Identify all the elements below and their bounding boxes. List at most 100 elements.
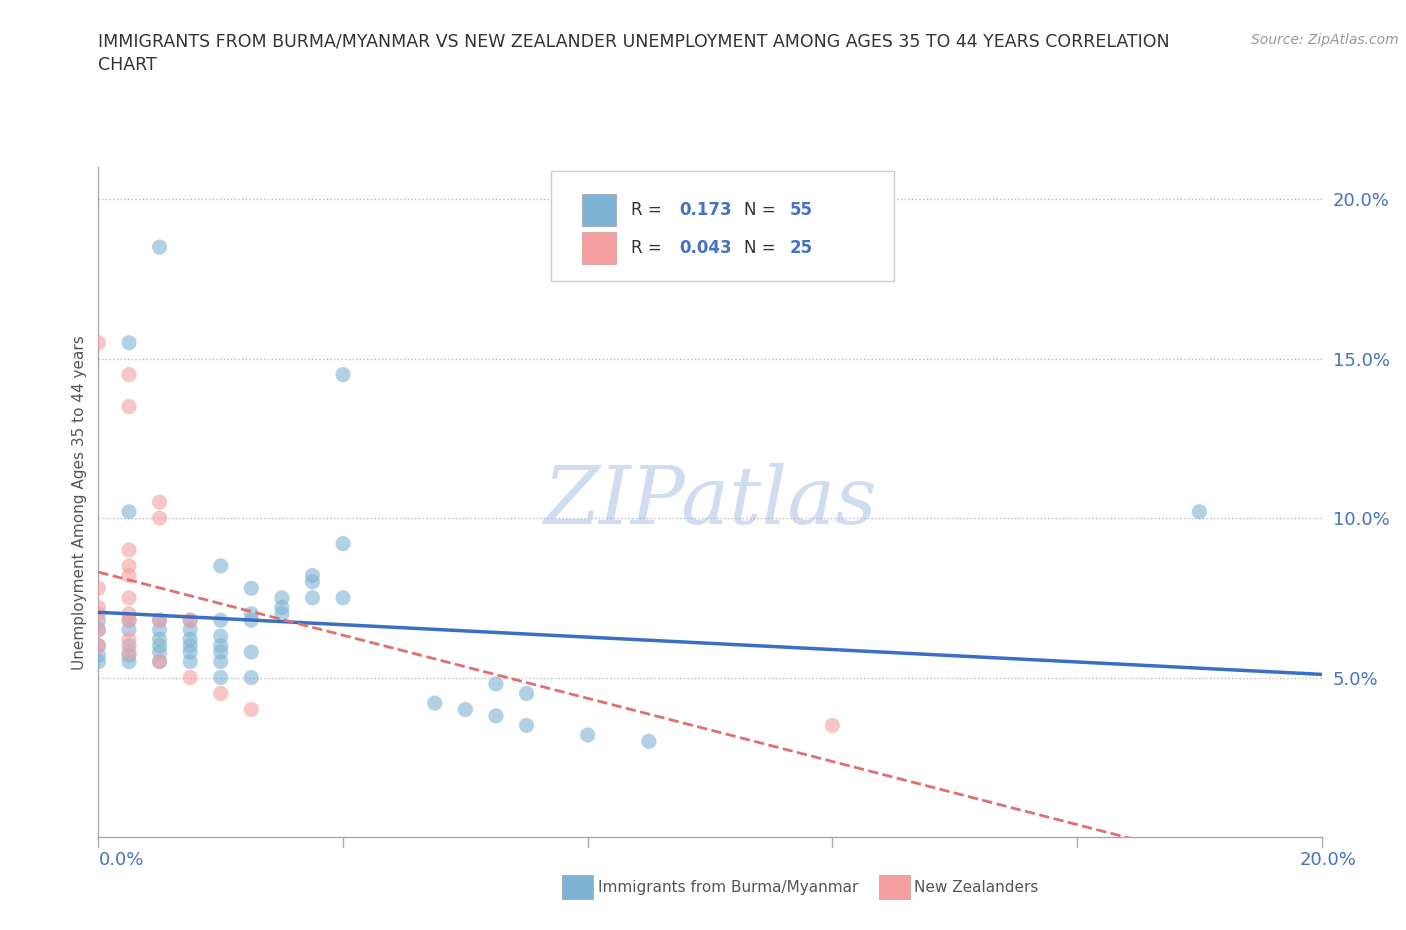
Point bbox=[87, 638, 110, 653]
Point bbox=[87, 613, 110, 628]
Point bbox=[149, 644, 172, 659]
Point bbox=[87, 622, 110, 637]
Point bbox=[179, 631, 201, 646]
Y-axis label: Unemployment Among Ages 35 to 44 years: Unemployment Among Ages 35 to 44 years bbox=[72, 335, 87, 670]
Point bbox=[209, 638, 232, 653]
Point bbox=[209, 671, 232, 685]
Text: N =: N = bbox=[744, 201, 782, 219]
Text: 0.0%: 0.0% bbox=[98, 851, 143, 869]
FancyBboxPatch shape bbox=[582, 194, 616, 226]
Point bbox=[118, 644, 141, 659]
Point bbox=[576, 727, 599, 742]
Point bbox=[149, 240, 172, 255]
Point bbox=[209, 613, 232, 628]
Point bbox=[118, 542, 141, 557]
Point bbox=[118, 654, 141, 669]
Point bbox=[821, 718, 844, 733]
Point bbox=[87, 606, 110, 621]
Point bbox=[485, 676, 508, 691]
Point bbox=[118, 648, 141, 663]
Text: 25: 25 bbox=[790, 239, 813, 258]
Point bbox=[516, 686, 538, 701]
Point bbox=[516, 718, 538, 733]
Point bbox=[637, 734, 661, 749]
Text: CHART: CHART bbox=[98, 56, 157, 73]
Point bbox=[270, 606, 292, 621]
Point bbox=[149, 638, 172, 653]
Point bbox=[179, 644, 201, 659]
Point bbox=[209, 686, 232, 701]
Point bbox=[149, 654, 172, 669]
Point bbox=[179, 622, 201, 637]
Text: N =: N = bbox=[744, 239, 782, 258]
Point bbox=[149, 613, 172, 628]
Point bbox=[301, 575, 323, 590]
Point bbox=[179, 613, 201, 628]
Point bbox=[270, 591, 292, 605]
Point bbox=[118, 631, 141, 646]
Point bbox=[118, 568, 141, 583]
Text: 0.173: 0.173 bbox=[679, 201, 733, 219]
Point bbox=[332, 537, 354, 551]
Point bbox=[87, 622, 110, 637]
Point bbox=[179, 613, 201, 628]
Point bbox=[423, 696, 446, 711]
Point bbox=[149, 613, 172, 628]
Point bbox=[485, 709, 508, 724]
Point bbox=[118, 613, 141, 628]
Point bbox=[240, 606, 263, 621]
Text: ZIPatlas: ZIPatlas bbox=[543, 463, 877, 541]
Text: Immigrants from Burma/Myanmar: Immigrants from Burma/Myanmar bbox=[598, 880, 858, 895]
Point bbox=[87, 600, 110, 615]
Point bbox=[209, 644, 232, 659]
Point bbox=[87, 581, 110, 596]
FancyBboxPatch shape bbox=[551, 171, 894, 281]
Point bbox=[240, 613, 263, 628]
Point bbox=[149, 631, 172, 646]
Point bbox=[118, 399, 141, 414]
Point bbox=[118, 559, 141, 574]
Point bbox=[87, 638, 110, 653]
Point bbox=[454, 702, 477, 717]
Point bbox=[332, 367, 354, 382]
Text: Source: ZipAtlas.com: Source: ZipAtlas.com bbox=[1251, 33, 1399, 46]
Text: New Zealanders: New Zealanders bbox=[914, 880, 1038, 895]
Point bbox=[179, 638, 201, 653]
Point bbox=[118, 504, 141, 519]
Point bbox=[118, 336, 141, 351]
Point bbox=[118, 367, 141, 382]
Point bbox=[240, 671, 263, 685]
Text: 0.043: 0.043 bbox=[679, 239, 733, 258]
Point bbox=[87, 336, 110, 351]
Point bbox=[118, 613, 141, 628]
Point bbox=[118, 622, 141, 637]
Text: IMMIGRANTS FROM BURMA/MYANMAR VS NEW ZEALANDER UNEMPLOYMENT AMONG AGES 35 TO 44 : IMMIGRANTS FROM BURMA/MYANMAR VS NEW ZEA… bbox=[98, 33, 1170, 50]
Point bbox=[209, 629, 232, 644]
Point bbox=[301, 591, 323, 605]
Point bbox=[179, 654, 201, 669]
Text: R =: R = bbox=[630, 201, 666, 219]
Point bbox=[149, 511, 172, 525]
Point bbox=[118, 606, 141, 621]
FancyBboxPatch shape bbox=[582, 232, 616, 264]
Point bbox=[209, 559, 232, 574]
Point bbox=[179, 671, 201, 685]
Point bbox=[209, 654, 232, 669]
Point bbox=[118, 638, 141, 653]
Point bbox=[332, 591, 354, 605]
Text: R =: R = bbox=[630, 239, 666, 258]
Point bbox=[149, 622, 172, 637]
Text: 55: 55 bbox=[790, 201, 813, 219]
Point bbox=[301, 568, 323, 583]
Point bbox=[240, 644, 263, 659]
Point bbox=[240, 702, 263, 717]
Point bbox=[1188, 504, 1211, 519]
Point bbox=[149, 495, 172, 510]
Point bbox=[149, 654, 172, 669]
Text: 20.0%: 20.0% bbox=[1301, 851, 1357, 869]
Point bbox=[270, 600, 292, 615]
Point bbox=[240, 581, 263, 596]
Point bbox=[87, 648, 110, 663]
Point bbox=[87, 654, 110, 669]
Point bbox=[118, 591, 141, 605]
